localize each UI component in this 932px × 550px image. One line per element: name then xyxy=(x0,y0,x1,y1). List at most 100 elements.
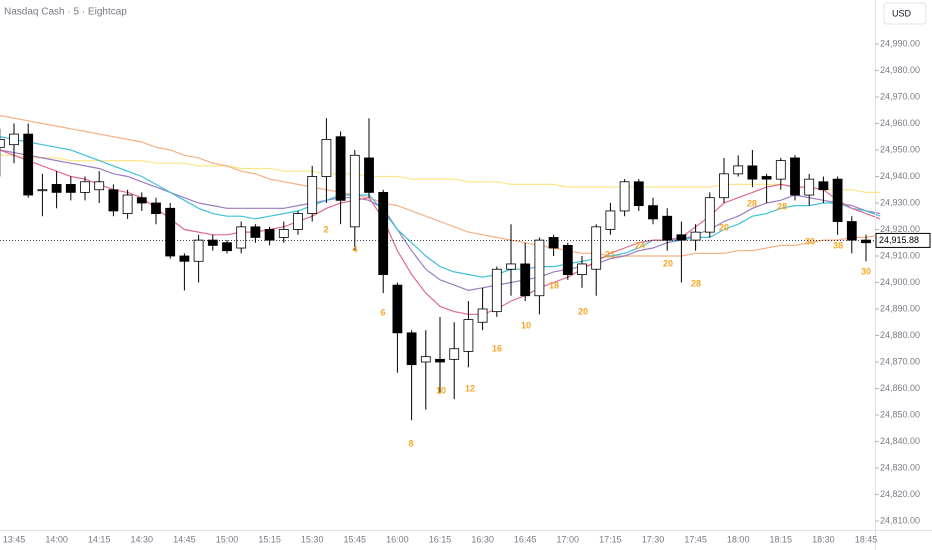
x-tick-label: 15:00 xyxy=(216,534,239,544)
candle-body xyxy=(861,239,871,244)
candle-body xyxy=(193,239,204,262)
last-price-label: 24,915.88 xyxy=(879,235,919,245)
y-tick-label: 24,860.00 xyxy=(880,383,920,393)
currency-button[interactable] xyxy=(883,2,927,25)
x-tick-label: 15:30 xyxy=(301,534,324,544)
count-annotation: 28 xyxy=(747,198,757,208)
x-tick-label: 17:00 xyxy=(557,534,580,544)
count-annotation: 2 xyxy=(323,224,328,234)
candle-body xyxy=(293,213,303,230)
candle-body xyxy=(761,176,772,180)
x-tick-label: 16:00 xyxy=(386,534,409,544)
candle-body xyxy=(23,133,34,196)
candle-body xyxy=(477,308,488,323)
candle-body xyxy=(136,197,147,204)
candle-body xyxy=(264,229,275,241)
count-annotation: 6 xyxy=(380,307,385,317)
candle-body xyxy=(278,229,289,238)
candle-body xyxy=(747,165,758,180)
count-annotation: 8 xyxy=(408,438,413,448)
y-tick-label: 24,880.00 xyxy=(880,330,920,340)
x-tick-label: 18:45 xyxy=(855,534,878,544)
candle-body xyxy=(9,133,19,146)
x-tick-label: 15:45 xyxy=(344,534,367,544)
y-tick-label: 24,940.00 xyxy=(880,171,920,181)
count-annotation: 30 xyxy=(861,266,871,276)
x-tick-label: 15:15 xyxy=(258,534,281,544)
count-annotation: 12 xyxy=(465,383,475,393)
candle-body xyxy=(207,239,218,246)
candle-body xyxy=(534,239,545,297)
candle-body xyxy=(562,244,573,275)
x-tick-label: 16:30 xyxy=(471,534,494,544)
candle-body xyxy=(349,154,360,228)
y-tick-label: 24,840.00 xyxy=(880,436,920,446)
y-tick-label: 24,950.00 xyxy=(880,144,920,154)
candle-body xyxy=(51,184,62,193)
indicator-line xyxy=(0,154,881,193)
count-annotation: 28 xyxy=(777,201,787,211)
candle-body xyxy=(435,358,445,363)
candle-body xyxy=(491,268,502,313)
candle-body xyxy=(463,319,474,352)
candle-body xyxy=(335,136,346,201)
x-tick-label: 17:30 xyxy=(642,534,665,544)
candle-body xyxy=(506,263,516,270)
indicator-line xyxy=(0,149,881,292)
candle-body xyxy=(37,189,48,192)
count-annotation: 20 xyxy=(663,258,673,268)
x-tick-label: 17:15 xyxy=(599,534,622,544)
count-annotation: 20 xyxy=(719,222,729,232)
candle-body xyxy=(676,234,687,241)
count-annotation: 16 xyxy=(492,343,502,353)
x-tick-label: 16:45 xyxy=(514,534,537,544)
x-tick-label: 14:15 xyxy=(88,534,111,544)
count-annotation: 20 xyxy=(578,306,588,316)
candle-body xyxy=(804,178,815,196)
currency-label[interactable]: USD xyxy=(892,8,912,18)
candle-layer xyxy=(0,118,871,421)
x-tick-label: 17:45 xyxy=(684,534,707,544)
candle-body xyxy=(818,181,829,191)
count-annotation: 10 xyxy=(521,320,531,330)
y-tick-label: 24,900.00 xyxy=(880,277,920,287)
y-tick-label: 24,810.00 xyxy=(880,515,920,525)
candle-body xyxy=(364,157,374,193)
candle-body xyxy=(449,348,460,360)
candle-body xyxy=(790,157,800,196)
count-annotation: 18 xyxy=(549,280,559,290)
candle-body xyxy=(548,237,559,249)
candle-body xyxy=(520,263,531,297)
candle-body xyxy=(733,165,744,175)
candle-body xyxy=(378,191,389,275)
y-tick-label: 24,970.00 xyxy=(880,91,920,101)
candle-body xyxy=(775,160,786,180)
candle-body xyxy=(392,284,403,334)
candle-body xyxy=(321,138,332,177)
count-annotation: 30 xyxy=(805,236,815,246)
candle-body xyxy=(719,173,729,199)
x-tick-label: 13:45 xyxy=(3,534,26,544)
candle-body xyxy=(619,181,630,212)
y-tick-label: 24,830.00 xyxy=(880,462,920,472)
count-annotation: 10 xyxy=(436,385,446,395)
candle-body xyxy=(420,356,431,363)
candle-body xyxy=(0,138,5,148)
candle-body xyxy=(65,184,76,193)
y-tick-label: 24,850.00 xyxy=(880,409,920,419)
candle-body xyxy=(662,215,673,241)
x-tick-label: 14:30 xyxy=(131,534,154,544)
indicator-line xyxy=(0,114,881,257)
candle-body xyxy=(307,176,318,214)
candle-body xyxy=(832,178,843,222)
y-tick-label: 24,990.00 xyxy=(880,38,920,48)
count-annotation: 38 xyxy=(833,240,843,250)
candle-body xyxy=(250,226,261,238)
last-price-box xyxy=(875,232,931,248)
candle-body xyxy=(577,263,587,275)
y-tick-label: 24,930.00 xyxy=(880,197,920,207)
count-annotation: 21 xyxy=(605,249,615,259)
x-tick-label: 18:00 xyxy=(727,534,750,544)
candle-body xyxy=(704,197,715,233)
